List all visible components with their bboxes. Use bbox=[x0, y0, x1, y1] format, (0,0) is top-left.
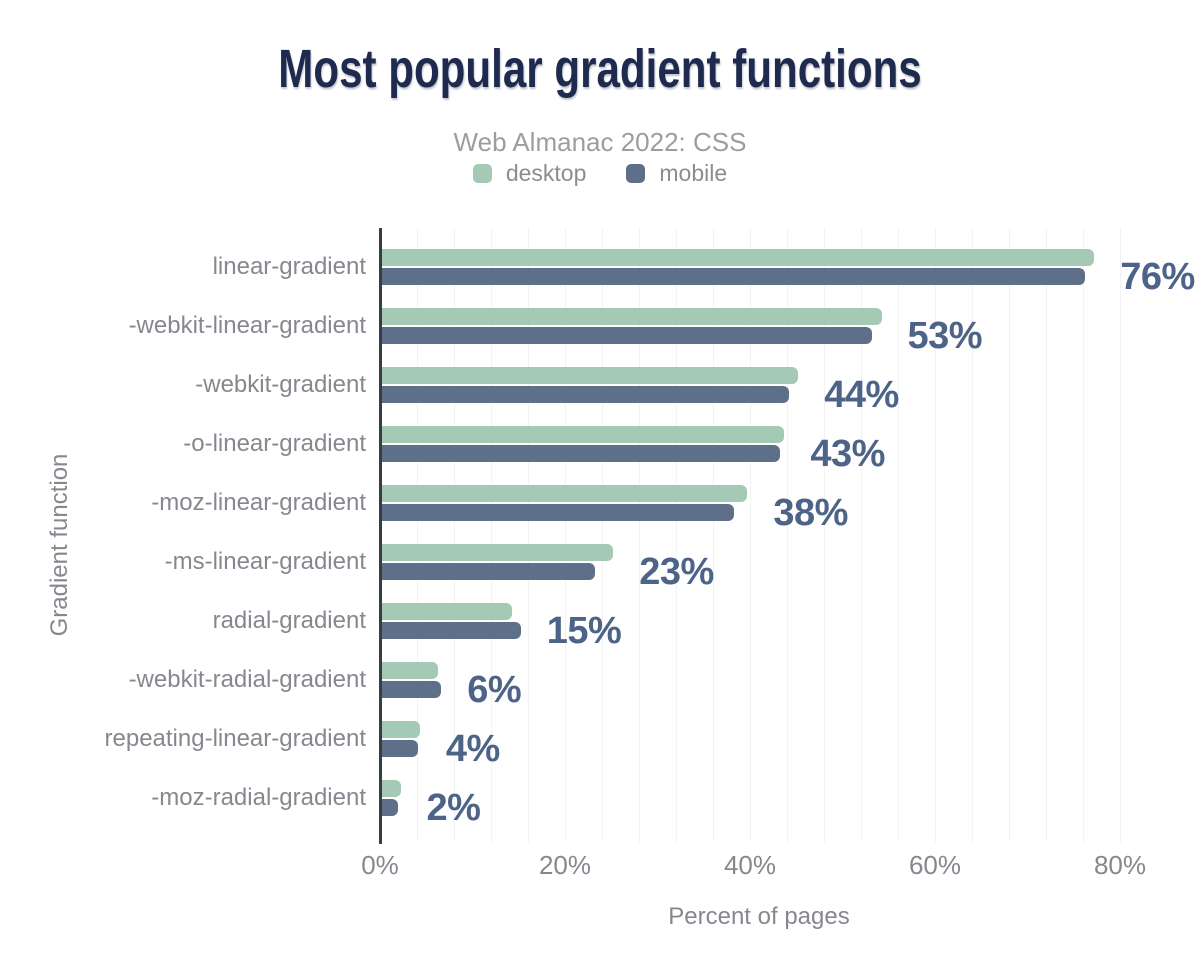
category-label: -webkit-radial-gradient bbox=[128, 666, 366, 694]
bar-desktop bbox=[382, 662, 438, 679]
category-label: -moz-linear-gradient bbox=[151, 489, 366, 517]
value-label: 15% bbox=[546, 609, 622, 652]
bar-mobile bbox=[382, 327, 873, 344]
plot-area: 76% 53% 44% 43% 38% 23% 15% 6% 4% 2% bbox=[379, 228, 1195, 844]
gridline bbox=[1120, 228, 1121, 842]
bar-desktop bbox=[382, 308, 882, 325]
bar-mobile bbox=[382, 504, 734, 521]
gridline bbox=[898, 228, 899, 842]
value-label: 76% bbox=[1120, 255, 1195, 298]
bar-mobile bbox=[382, 681, 442, 698]
category-label: linear-gradient bbox=[212, 253, 366, 281]
legend-item-desktop: desktop bbox=[472, 160, 587, 187]
gridline bbox=[1009, 228, 1010, 842]
x-tick-label: 20% bbox=[538, 850, 592, 880]
value-label: 6% bbox=[467, 668, 522, 711]
legend-label-mobile: mobile bbox=[659, 160, 728, 186]
gridline bbox=[454, 228, 455, 842]
x-axis-ticks: 0% 20% 40% 60% 80% bbox=[361, 850, 1146, 882]
gridline bbox=[565, 228, 566, 842]
bar-mobile bbox=[382, 740, 419, 757]
gridline bbox=[602, 228, 603, 842]
bar-desktop bbox=[382, 603, 512, 620]
category-label: repeating-linear-gradient bbox=[104, 725, 367, 753]
bar-mobile bbox=[382, 799, 398, 816]
x-axis-title: Percent of pages bbox=[668, 903, 850, 930]
bar-desktop bbox=[382, 367, 799, 384]
category-label: -moz-radial-gradient bbox=[151, 784, 366, 812]
legend-label-desktop: desktop bbox=[505, 160, 587, 186]
x-tick-label: 60% bbox=[908, 850, 962, 880]
gridline bbox=[713, 228, 714, 842]
gridline bbox=[1083, 228, 1084, 842]
bar-desktop bbox=[382, 780, 401, 797]
category-label: -webkit-gradient bbox=[195, 371, 366, 399]
x-tick-label: 80% bbox=[1093, 850, 1147, 880]
bar-mobile bbox=[382, 622, 521, 639]
gridline bbox=[491, 228, 492, 842]
gridline bbox=[1046, 228, 1047, 842]
legend-swatch-desktop bbox=[472, 164, 492, 183]
category-label: -ms-linear-gradient bbox=[164, 548, 366, 576]
gridline bbox=[861, 228, 862, 842]
bar-desktop bbox=[382, 249, 1095, 266]
value-label: 38% bbox=[773, 491, 848, 534]
bar-desktop bbox=[382, 485, 748, 502]
gridline bbox=[528, 228, 529, 842]
value-label: 23% bbox=[639, 550, 714, 593]
gridline bbox=[787, 228, 788, 842]
gridline bbox=[676, 228, 677, 842]
gridline bbox=[972, 228, 973, 842]
gridline bbox=[639, 228, 640, 842]
category-labels: linear-gradient -webkit-linear-gradient -w… bbox=[0, 228, 367, 842]
bar-mobile bbox=[382, 445, 780, 462]
chart-subtitle: Web Almanac 2022: CSS bbox=[453, 127, 747, 157]
x-tick-label: 0% bbox=[361, 850, 399, 880]
value-label: 2% bbox=[426, 786, 481, 829]
gridline bbox=[824, 228, 825, 842]
x-tick-label: 40% bbox=[723, 850, 777, 880]
bar-mobile bbox=[382, 386, 789, 403]
gridline bbox=[750, 228, 751, 842]
bar-desktop bbox=[382, 426, 785, 443]
category-label: radial-gradient bbox=[212, 607, 366, 635]
category-label: -o-linear-gradient bbox=[183, 430, 366, 458]
legend-item-mobile: mobile bbox=[626, 160, 727, 187]
legend: desktop mobile bbox=[0, 160, 1200, 187]
bar-mobile bbox=[382, 268, 1085, 285]
bar-desktop bbox=[382, 721, 420, 738]
value-label: 44% bbox=[824, 373, 899, 416]
legend-swatch-mobile bbox=[626, 164, 646, 183]
value-label: 43% bbox=[810, 432, 885, 475]
value-label: 53% bbox=[907, 314, 983, 357]
gridline bbox=[935, 228, 936, 842]
bar-mobile bbox=[382, 563, 595, 580]
value-label: 4% bbox=[445, 727, 500, 770]
chart-title: Most popular gradient functions bbox=[278, 39, 922, 99]
gridline bbox=[417, 228, 418, 842]
bar-desktop bbox=[382, 544, 614, 561]
category-label: -webkit-linear-gradient bbox=[128, 312, 366, 340]
y-axis-line bbox=[379, 228, 382, 844]
